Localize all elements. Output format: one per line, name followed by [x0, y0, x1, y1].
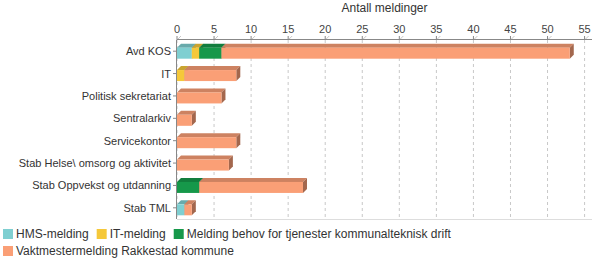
y-axis-line — [176, 40, 177, 219]
y-tick — [173, 207, 177, 208]
grid-line — [325, 40, 326, 219]
y-tick — [173, 140, 177, 141]
x-tick — [214, 36, 215, 40]
bar-top — [199, 178, 307, 182]
bar-top — [177, 88, 225, 92]
x-tick — [288, 36, 289, 40]
legend-label: Vaktmestermelding Rakkestad kommune — [16, 244, 234, 258]
x-tick — [436, 36, 437, 40]
bar-top — [177, 156, 233, 160]
x-tick-label: 15 — [282, 23, 294, 35]
bar — [177, 160, 229, 171]
x-axis-title: Antall meldinger — [341, 1, 427, 15]
bar — [177, 115, 192, 126]
legend-swatch — [174, 229, 184, 239]
legend-swatch — [97, 229, 107, 239]
category-label: Stab TML — [124, 202, 172, 214]
bar — [177, 204, 184, 215]
bar-side — [570, 44, 574, 59]
bar-top — [199, 44, 225, 48]
bar — [177, 137, 236, 148]
x-tick-label: 35 — [430, 23, 442, 35]
grid-line — [584, 40, 585, 219]
x-tick-label: 0 — [174, 23, 180, 35]
y-tick — [173, 73, 177, 74]
legend-swatch — [3, 229, 13, 239]
bar — [192, 48, 199, 59]
bar — [184, 204, 191, 215]
bar — [177, 92, 221, 103]
x-tick — [325, 36, 326, 40]
grid-line — [510, 40, 511, 219]
y-tick — [173, 95, 177, 96]
bar-side — [236, 133, 240, 148]
legend-label: HMS-melding — [16, 227, 89, 241]
bar — [221, 48, 569, 59]
y-tick — [173, 118, 177, 119]
x-tick — [399, 36, 400, 40]
x-tick — [584, 36, 585, 40]
chart: 0 5 10 15 20 25 30 35 40 45 50 55 Antall meldinger Av… — [0, 0, 600, 265]
y-tick — [173, 185, 177, 186]
bar — [177, 182, 199, 193]
bar — [177, 70, 184, 81]
x-tick-label: 55 — [578, 23, 590, 35]
legend-item: IT-melding — [97, 227, 166, 241]
x-tick-label: 50 — [541, 23, 553, 35]
legend-item: HMS-melding — [3, 227, 89, 241]
x-tick — [473, 36, 474, 40]
bar — [199, 48, 221, 59]
legend-swatch — [3, 246, 13, 256]
grid-line — [547, 40, 548, 219]
bar-side — [192, 200, 196, 215]
x-tick — [547, 36, 548, 40]
plot-bottom — [177, 219, 592, 220]
x-axis-line — [177, 39, 592, 40]
bar — [199, 182, 303, 193]
x-tick — [362, 36, 363, 40]
x-tick-label: 30 — [393, 23, 405, 35]
grid-line — [362, 40, 363, 219]
grid-line — [436, 40, 437, 219]
bar-side — [192, 111, 196, 126]
bar-top — [184, 66, 240, 70]
bar-side — [229, 156, 233, 171]
grid-line — [399, 40, 400, 219]
bar — [184, 70, 236, 81]
category-label: Stab Oppvekst og utdanning — [32, 179, 171, 191]
x-tick — [251, 36, 252, 40]
x-tick-label: 45 — [504, 23, 516, 35]
category-label: Avd KOS — [126, 45, 171, 57]
category-label: Servicekontor — [104, 135, 172, 147]
bar-side — [221, 88, 225, 103]
bar-side — [236, 66, 240, 81]
legend-label: Melding behov for tjenester kommunaltekn… — [187, 227, 452, 241]
bar — [177, 48, 192, 59]
category-label: Sentralarkiv — [113, 112, 172, 124]
bar-side — [303, 178, 307, 193]
bar-top — [177, 133, 240, 137]
bars — [177, 44, 574, 216]
x-tick-label: 40 — [467, 23, 479, 35]
x-tick-label: 10 — [245, 23, 257, 35]
x-tick-label: 20 — [319, 23, 331, 35]
category-label: Politisk sekretariat — [82, 90, 171, 102]
bar-top — [221, 44, 573, 48]
legend-item: Vaktmestermelding Rakkestad kommune — [3, 244, 234, 258]
legend-label: IT-melding — [110, 227, 166, 241]
x-tick — [510, 36, 511, 40]
category-label: IT — [161, 68, 171, 80]
category-label: Stab Helse\ omsorg og aktivitet — [19, 157, 171, 169]
bar-top — [177, 178, 203, 182]
x-tick — [177, 36, 178, 40]
legend-item: Melding behov for tjenester kommunaltekn… — [174, 227, 452, 241]
x-tick-label: 5 — [211, 23, 217, 35]
grid-line — [473, 40, 474, 219]
y-tick — [173, 163, 177, 164]
x-tick-label: 25 — [356, 23, 368, 35]
y-tick — [173, 51, 177, 52]
